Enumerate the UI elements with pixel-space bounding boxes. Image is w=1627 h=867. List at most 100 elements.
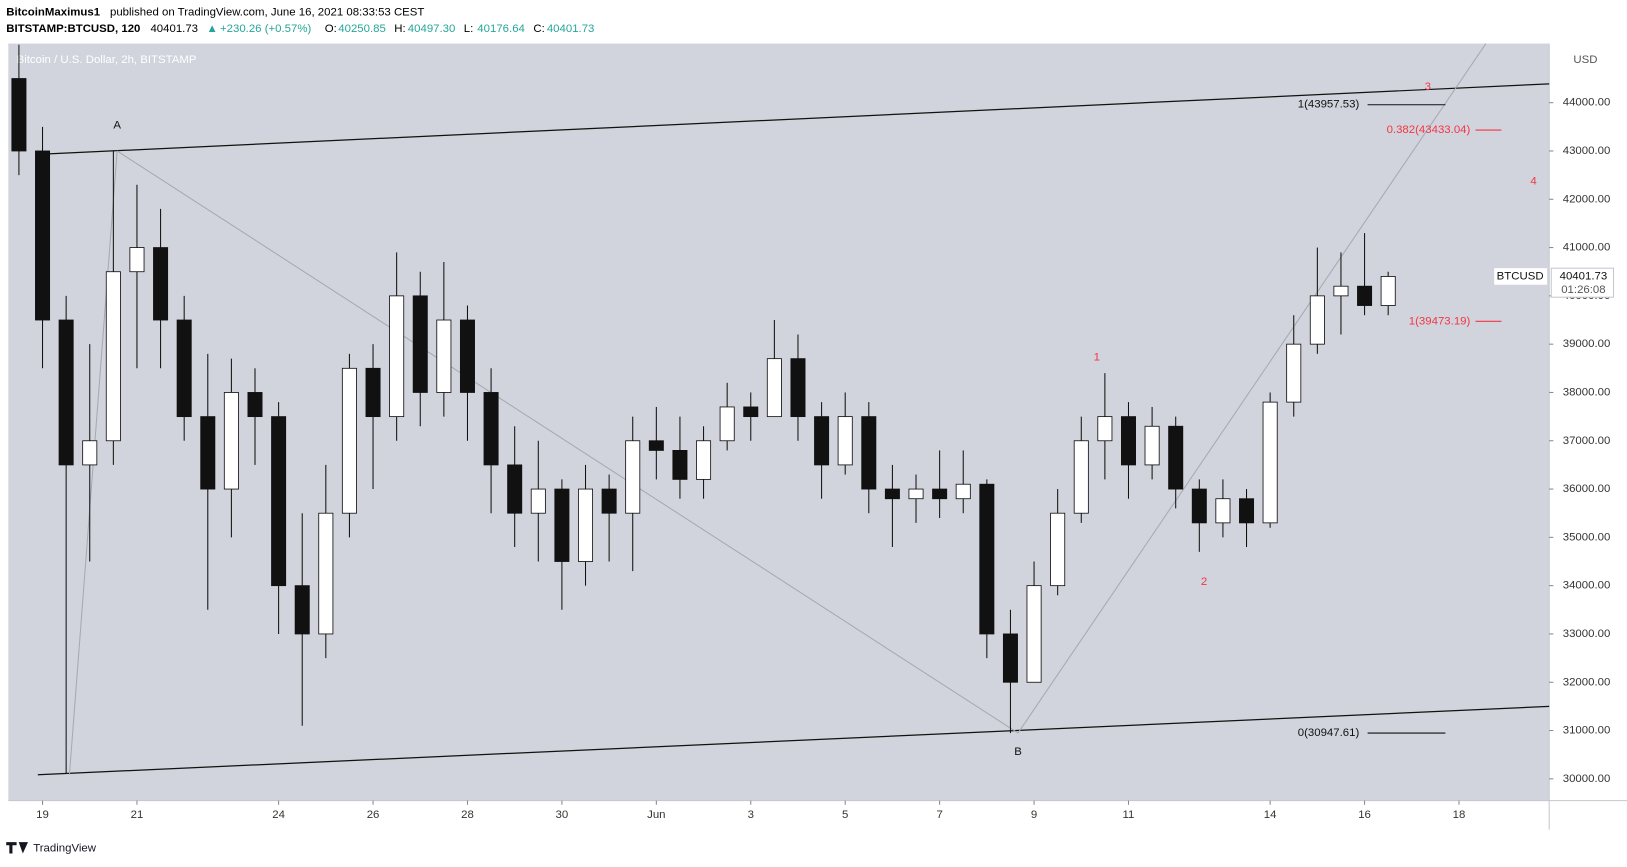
candle-body <box>1168 425 1184 490</box>
candle-body <box>294 585 310 635</box>
candle-body <box>1333 285 1349 297</box>
y-tick-label: 37000.00 <box>1563 435 1611 447</box>
x-tick-label: 18 <box>1453 809 1466 821</box>
y-tick-label: 38000.00 <box>1563 386 1611 398</box>
candle-body <box>1097 416 1113 442</box>
candle-body <box>176 319 192 418</box>
y-tick-label: 35000.00 <box>1563 531 1611 543</box>
change-arrow: ▲ <box>206 23 217 35</box>
candle-body <box>459 319 475 393</box>
price-tag-countdown: 01:26:08 <box>1561 284 1605 296</box>
fib-label: 1(43957.53) <box>1298 99 1360 111</box>
candle-body <box>884 488 900 500</box>
candle-body <box>1144 425 1160 466</box>
candle-body <box>672 450 688 480</box>
candle-body <box>790 358 806 418</box>
x-tick-label: 28 <box>461 809 474 821</box>
y-tick-label: 34000.00 <box>1563 580 1611 592</box>
x-tick-label: 19 <box>36 809 49 821</box>
trend-line <box>37 705 1550 776</box>
candle-body <box>412 295 428 393</box>
candle-body <box>530 488 546 514</box>
candle-body <box>1073 440 1089 514</box>
candle-body <box>719 406 735 442</box>
candle-body <box>223 392 239 490</box>
candle-body <box>1239 498 1255 524</box>
candle-body <box>766 358 782 418</box>
y-tick-label: 41000.00 <box>1563 242 1611 254</box>
price-tag-value: 40401.73 <box>1560 270 1608 282</box>
chart-title: Bitcoin / U.S. Dollar, 2h, BITSTAMP <box>17 54 197 66</box>
wave-label: 4 <box>1530 175 1537 187</box>
x-tick-label: 7 <box>936 809 942 821</box>
candle-body <box>837 416 853 466</box>
candle-body <box>436 319 452 393</box>
x-tick-label: 21 <box>131 809 144 821</box>
ohlc-value: 40497.30 <box>408 23 456 35</box>
candle-body <box>82 440 98 466</box>
y-tick-label: 39000.00 <box>1563 338 1611 350</box>
y-tick-label: 33000.00 <box>1563 628 1611 640</box>
logo-icon <box>6 842 29 854</box>
change: +230.26 (+0.57%) <box>220 23 312 35</box>
x-tick-label: 16 <box>1358 809 1371 821</box>
y-tick-label: 36000.00 <box>1563 483 1611 495</box>
candle-body <box>648 440 664 451</box>
candle-body <box>1286 343 1302 403</box>
x-tick-label: Jun <box>647 809 665 821</box>
author[interactable]: BitcoinMaximus1 <box>6 6 100 18</box>
candle-body <box>696 440 712 480</box>
wave-label: 3 <box>1425 81 1431 93</box>
candle-body <box>554 488 570 562</box>
ohlc-key: L: <box>464 23 474 35</box>
ohlc-value: 40176.64 <box>477 23 525 35</box>
candle-body <box>625 440 641 514</box>
candle-body <box>389 295 405 418</box>
candle-body <box>365 367 381 418</box>
candle-body <box>105 271 121 442</box>
ohlc: O: 40250.85 H: 40497.30 L: 40176.64 C: 40401.73 <box>325 23 595 35</box>
x-tick-label: 3 <box>748 809 754 821</box>
candle-body <box>908 488 924 500</box>
y-tick-label: 43000.00 <box>1563 145 1611 157</box>
footer-logo[interactable]: TradingView <box>6 842 97 854</box>
fib-label: 1(39473.19) <box>1409 315 1471 327</box>
fib-label: 0.382(43433.04) <box>1387 124 1471 136</box>
candle-body <box>743 406 759 418</box>
ohlc-value: 40250.85 <box>338 23 386 35</box>
ohlc-key: O: <box>325 23 337 35</box>
symbol-tag <box>1494 268 1548 285</box>
candle-body <box>1309 295 1325 345</box>
candle-body <box>955 483 971 500</box>
candle-body <box>578 488 594 562</box>
last-price: 40401.73 <box>150 23 198 35</box>
ohlc-key: H: <box>394 23 405 35</box>
candle-body <box>1120 416 1136 466</box>
candle-body <box>1191 488 1207 524</box>
candle-body <box>861 416 877 490</box>
x-tick-label: 26 <box>367 809 380 821</box>
candle-body <box>932 488 948 500</box>
candle-body <box>1050 512 1066 587</box>
wave-label: B <box>1014 746 1022 758</box>
y-tick-label: 30000.00 <box>1563 773 1611 785</box>
candle-body <box>341 367 357 514</box>
candle-body <box>11 78 27 152</box>
trend-line <box>116 150 1019 734</box>
candle-body <box>271 416 287 587</box>
trend-line <box>37 83 1550 155</box>
candle-body <box>814 416 830 466</box>
ohlc-key: C: <box>533 23 544 35</box>
candle-body <box>153 247 169 321</box>
x-tick-label: 11 <box>1123 809 1135 821</box>
x-tick-label: 30 <box>556 809 569 821</box>
x-tick-label: 9 <box>1031 809 1037 821</box>
brand: TradingView <box>33 842 97 854</box>
trend-line <box>1017 43 1487 734</box>
candle-body <box>35 150 51 321</box>
candle-body <box>129 247 145 273</box>
y-tick-label: 42000.00 <box>1563 193 1611 205</box>
candle-body <box>979 483 995 635</box>
